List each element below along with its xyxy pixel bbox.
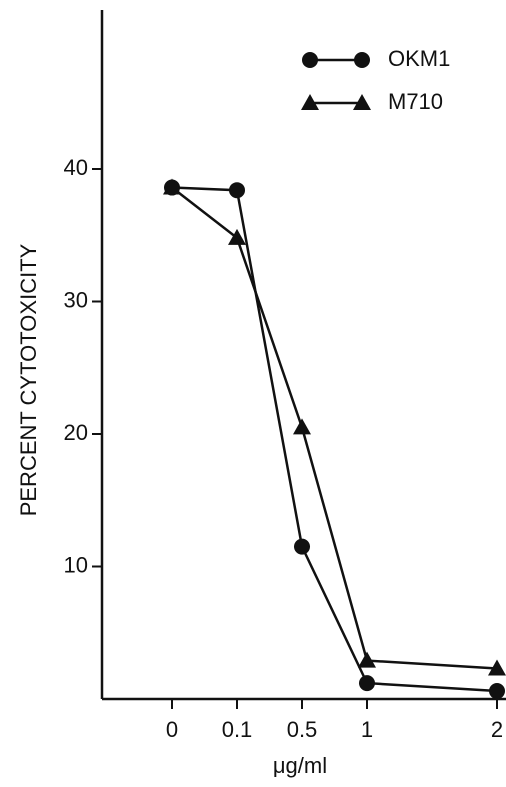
y-tick-label: 10 bbox=[64, 552, 88, 577]
marker bbox=[488, 659, 506, 676]
marker bbox=[228, 228, 246, 245]
marker bbox=[489, 683, 505, 700]
marker bbox=[229, 182, 245, 199]
marker bbox=[163, 178, 181, 195]
x-tick-label: 2 bbox=[491, 717, 503, 742]
marker bbox=[358, 651, 376, 668]
x-tick-label: 0.5 bbox=[287, 717, 318, 742]
x-tick-label: 0.1 bbox=[222, 717, 253, 742]
marker bbox=[353, 94, 371, 110]
x-tick-label: 0 bbox=[166, 717, 178, 742]
y-axis-label: PERCENT CYTOTOXICITY bbox=[16, 243, 41, 516]
legend-label: M710 bbox=[388, 89, 443, 114]
data-line bbox=[171, 186, 498, 670]
y-tick-label: 30 bbox=[64, 287, 88, 312]
y-tick-label: 20 bbox=[64, 420, 88, 445]
x-tick-label: 1 bbox=[361, 717, 373, 742]
marker bbox=[301, 94, 319, 110]
data-line bbox=[171, 186, 498, 693]
marker bbox=[293, 418, 311, 435]
marker bbox=[294, 538, 310, 555]
y-tick-label: 40 bbox=[64, 155, 88, 180]
marker bbox=[359, 675, 375, 692]
marker bbox=[302, 52, 318, 68]
marker bbox=[354, 52, 370, 68]
legend-label: OKM1 bbox=[388, 46, 450, 71]
x-axis-label: μg/ml bbox=[273, 753, 327, 778]
